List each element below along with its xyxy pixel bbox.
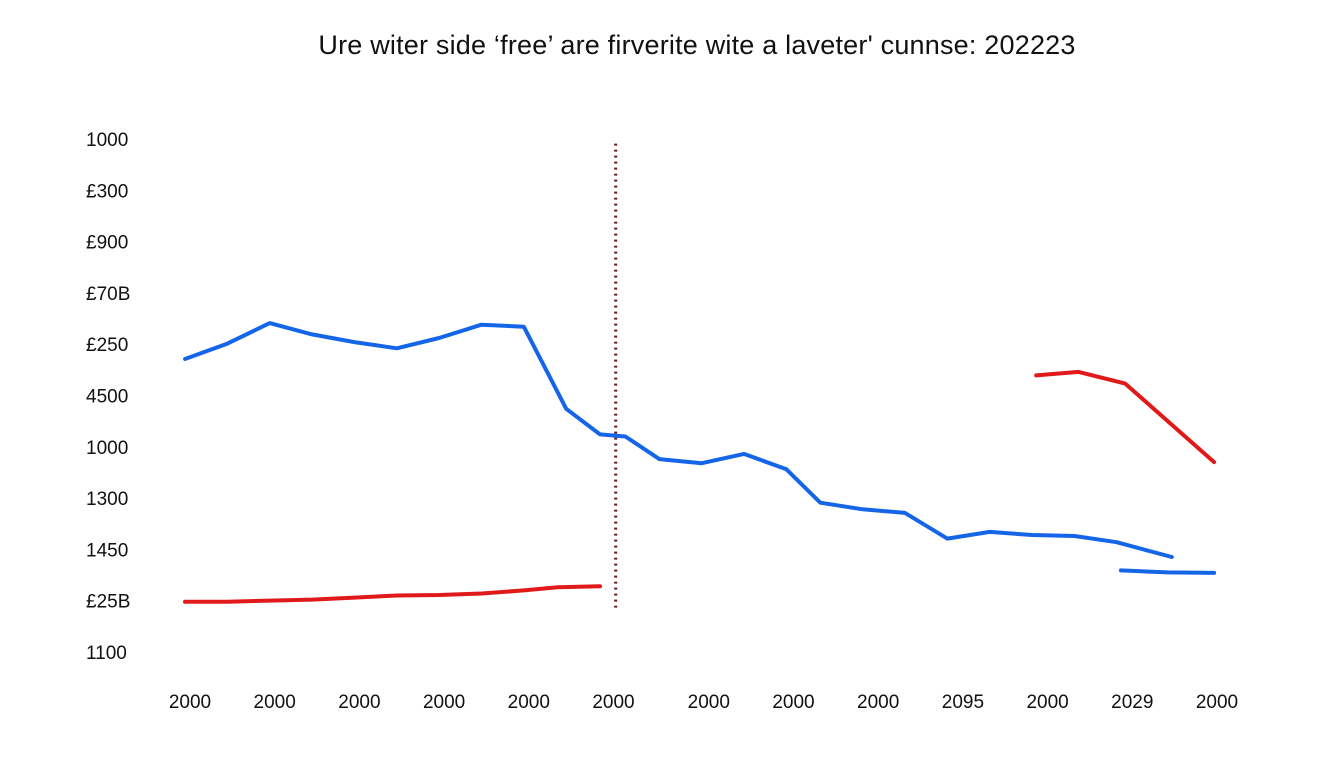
y-tick-label: £900	[86, 233, 128, 254]
x-axis-tick-labels: 2000 2000 2000 2000 2000 2000 2000 2000 2000 2095…	[169, 692, 1238, 713]
x-tick-label: 2000	[169, 692, 211, 713]
x-tick-label: 2000	[338, 692, 380, 713]
x-tick-label: 2000	[1026, 692, 1068, 713]
x-tick-label: 2000	[772, 692, 814, 713]
x-tick-label: 2000	[508, 692, 550, 713]
x-tick-label: 2000	[423, 692, 465, 713]
y-tick-label: £70B	[86, 284, 130, 305]
series-lines	[183, 321, 1217, 604]
y-tick-label: 1450	[86, 540, 128, 561]
chart-title: Ure witer side ‘free’ are firverite wite…	[318, 30, 1076, 60]
x-tick-label: 2000	[688, 692, 730, 713]
y-tick-label: 1300	[86, 489, 128, 510]
x-tick-label: 2000	[857, 692, 899, 713]
y-tick-label: 1100	[86, 643, 127, 664]
x-tick-label: 2000	[254, 692, 296, 713]
x-tick-label: 2029	[1111, 692, 1153, 713]
x-tick-label: 2000	[592, 692, 634, 713]
y-tick-label: £300	[86, 181, 128, 202]
x-tick-label: 2095	[942, 692, 984, 713]
x-tick-label: 2000	[1196, 692, 1238, 713]
series-line-2	[1118, 568, 1217, 575]
series-line-3	[183, 584, 602, 604]
y-tick-label: £250	[86, 335, 128, 356]
y-tick-label: £25B	[86, 592, 130, 613]
y-tick-label: 1000	[86, 438, 128, 459]
series-line-4	[1034, 369, 1217, 465]
y-tick-label: 4500	[86, 387, 128, 408]
y-tick-label: 1000	[86, 130, 128, 151]
series-line-1	[183, 321, 1174, 559]
y-axis-tick-labels: 1000 £300 £900 £70B £250 4500 1000 1300 1450 £25B…	[86, 130, 130, 664]
